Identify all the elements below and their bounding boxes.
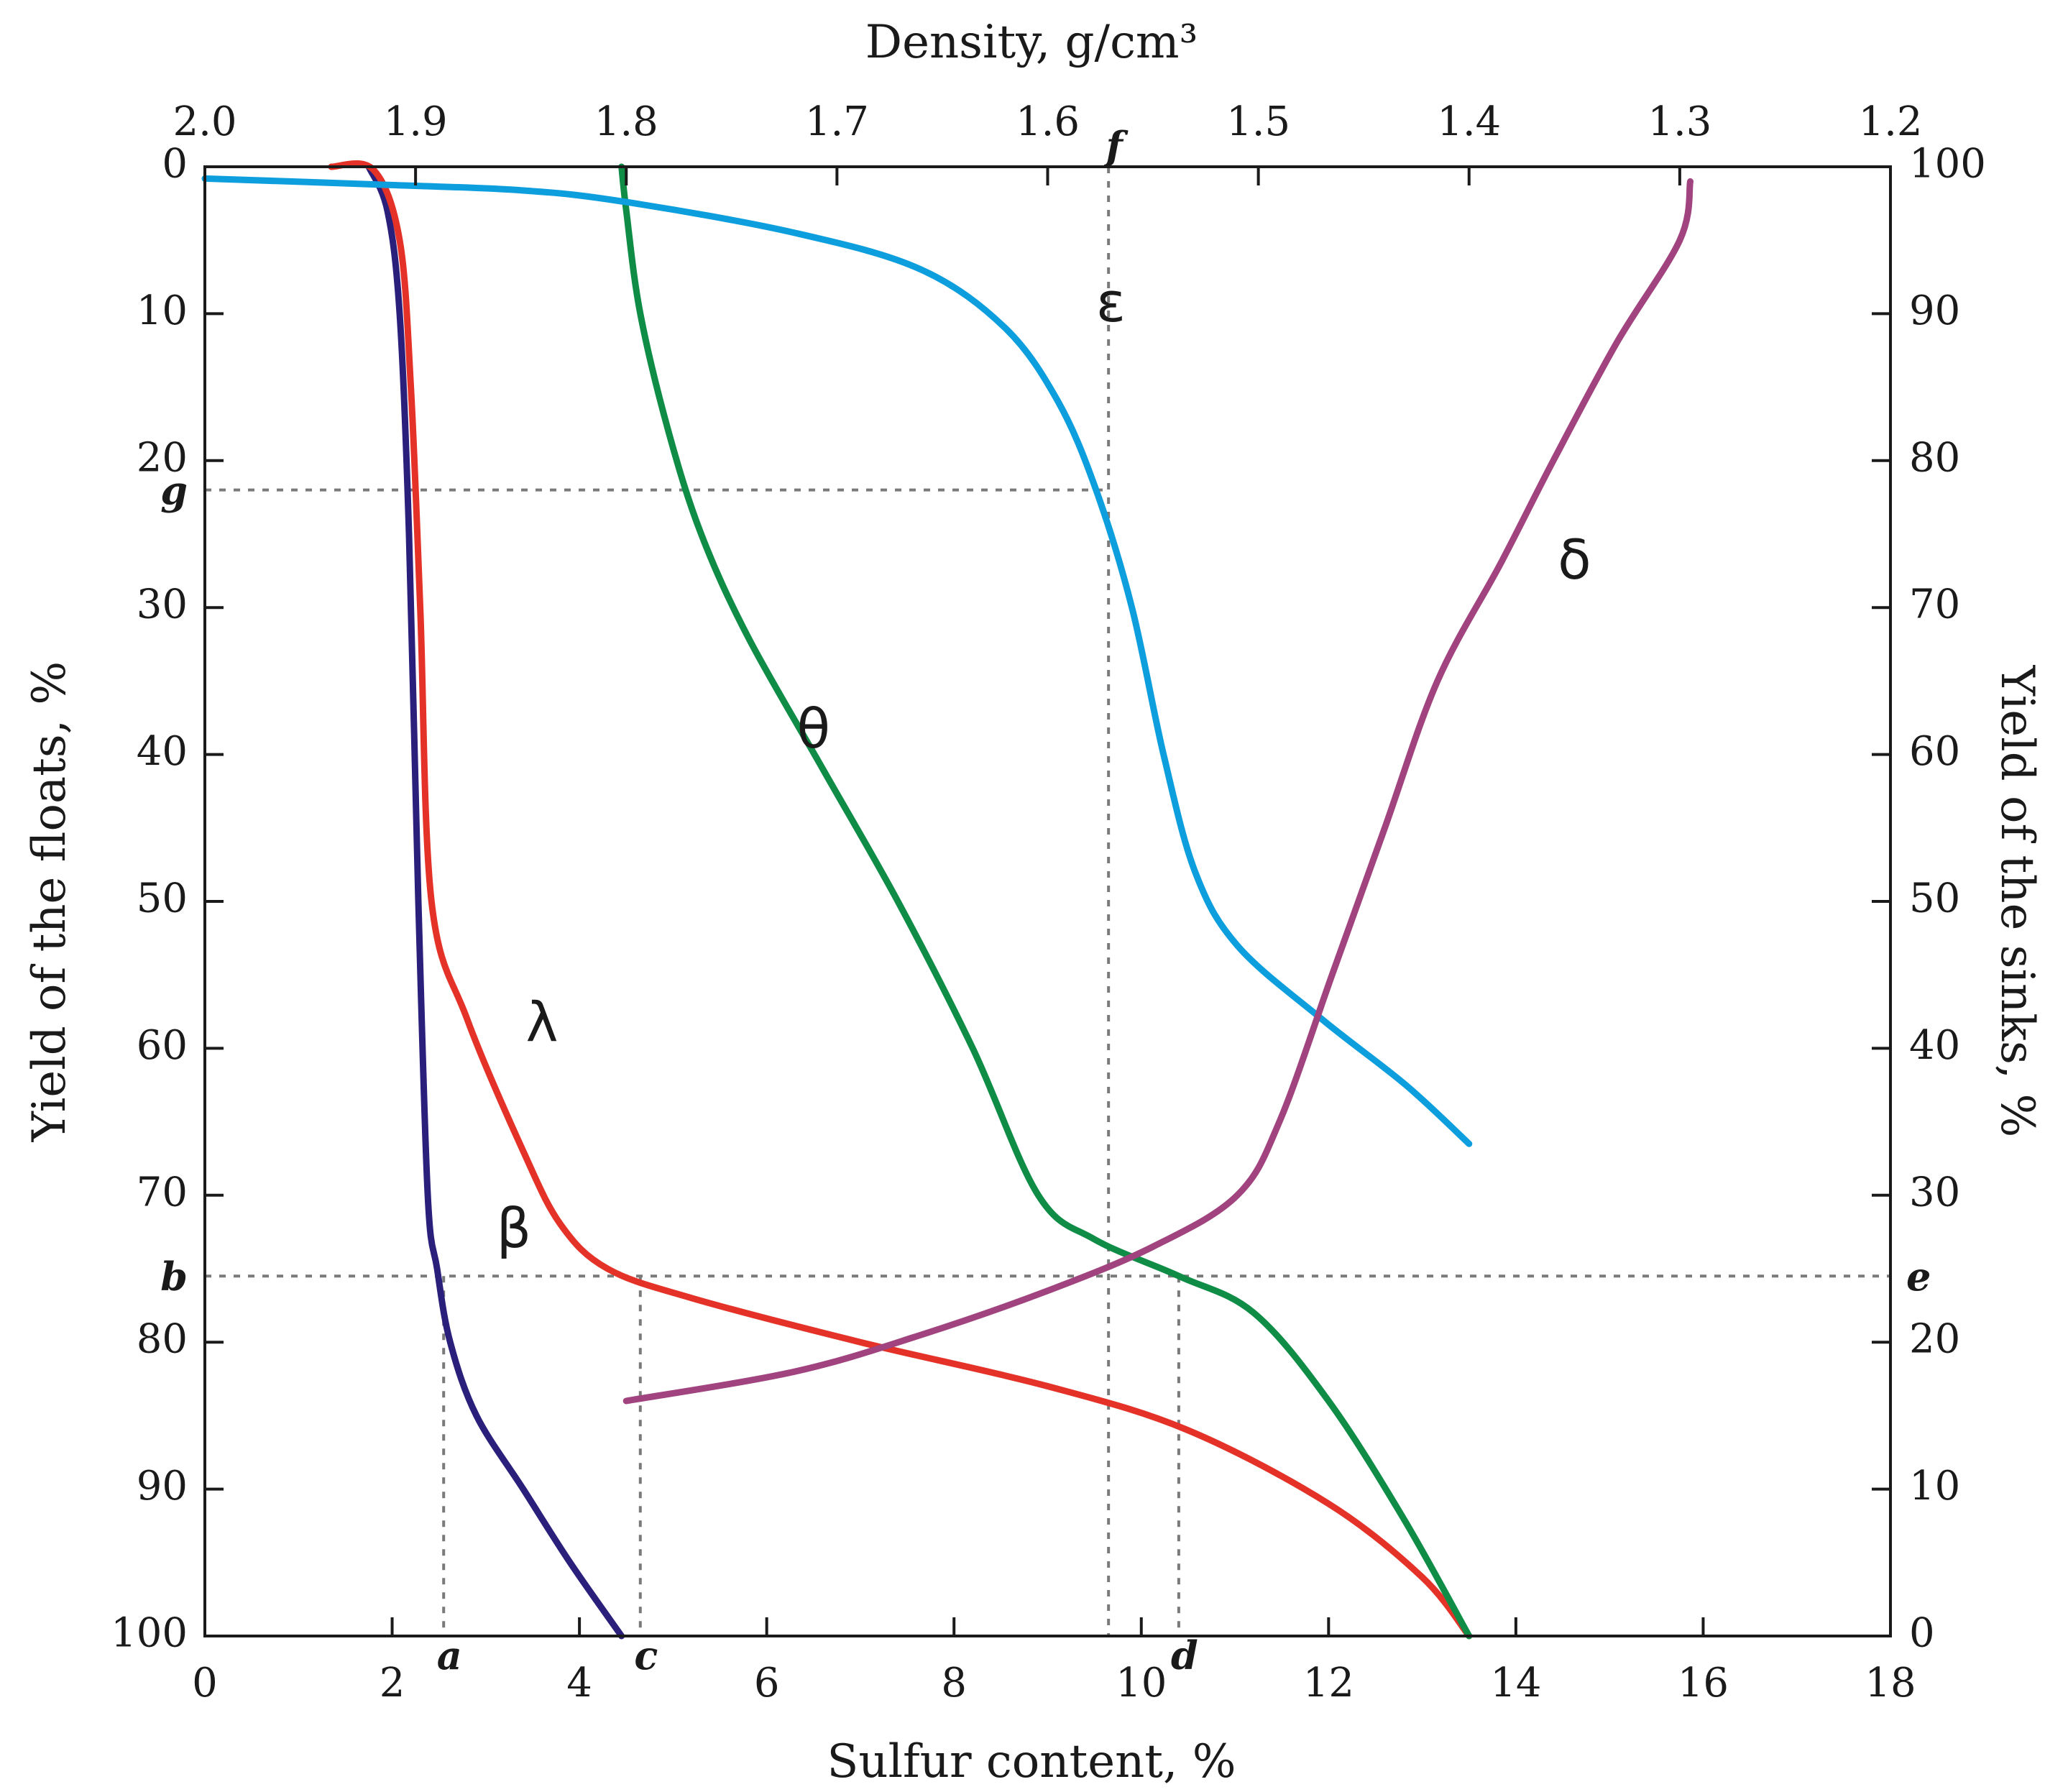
y-right-tick-label: 50 — [1909, 876, 1960, 922]
x-bottom-tick-label: 16 — [1678, 1660, 1729, 1706]
series-line-2 — [328, 160, 1473, 1640]
x-top-tick-label: 1.4 — [1437, 98, 1501, 145]
y-right-axis-title: Yield of the sinks, % — [1990, 665, 2044, 1138]
curve-label-1: β — [497, 1196, 532, 1260]
y-right-tick-label: 70 — [1909, 582, 1960, 628]
y-right-tick-label: 30 — [1909, 1169, 1960, 1216]
axis-tick-labels: 0 2 4 6 8 10 12 14 16 18 2.0 1.9 1.8 1.7 1.6 1.5 1.4 1.3 1… — [111, 98, 1986, 1706]
x-top-tick-label: 1.8 — [594, 98, 658, 145]
y-right-tick-label: 10 — [1909, 1463, 1960, 1510]
curve-labels: β λ θ ε δ — [497, 270, 1591, 1260]
y-left-tick-label: 50 — [137, 876, 188, 922]
point-label-a: a — [437, 1632, 462, 1678]
series-line-5 — [622, 178, 1694, 1405]
series-line-4 — [201, 175, 1473, 1147]
x-top-tick-label: 1.5 — [1226, 98, 1290, 145]
point-label-b: b — [160, 1254, 188, 1300]
series-line-1 — [365, 163, 625, 1640]
y-right-tick-label: 100 — [1909, 141, 1986, 188]
point-labels: a c d f g b e — [160, 123, 1931, 1678]
x-bottom-tick-label: 10 — [1116, 1660, 1167, 1706]
x-bottom-tick-label: 18 — [1865, 1660, 1916, 1706]
point-label-e: e — [1906, 1254, 1931, 1300]
y-left-tick-label: 90 — [137, 1463, 188, 1510]
y-right-tick-label: 40 — [1909, 1022, 1960, 1069]
y-right-tick-label: 0 — [1909, 1610, 1935, 1657]
x-top-tick-label: 1.7 — [805, 98, 869, 145]
y-left-tick-label: 40 — [137, 728, 188, 775]
y-left-tick-label: 10 — [137, 288, 188, 334]
x-bottom-tick-label: 2 — [380, 1660, 405, 1706]
y-right-tick-label: 80 — [1909, 434, 1960, 481]
x-bottom-axis-title: Sulfur content, % — [827, 1735, 1236, 1788]
y-left-tick-label: 70 — [137, 1169, 188, 1216]
y-left-tick-label: 100 — [111, 1610, 188, 1657]
x-bottom-tick-label: 12 — [1303, 1660, 1354, 1706]
y-left-tick-label: 30 — [137, 582, 188, 628]
x-bottom-tick-label: 4 — [566, 1660, 592, 1706]
x-top-axis-title: Density, g/cm³ — [865, 16, 1198, 69]
point-label-g: g — [160, 468, 188, 514]
x-top-tick-label: 1.9 — [384, 98, 448, 145]
curve-label-2: λ — [526, 991, 559, 1054]
y-right-tick-label: 60 — [1909, 728, 1960, 775]
y-left-tick-label: 0 — [162, 141, 188, 188]
point-label-c: c — [634, 1632, 658, 1678]
x-top-tick-label: 1.6 — [1016, 98, 1080, 145]
y-left-tick-label: 80 — [137, 1316, 188, 1363]
x-top-tick-label: 2.0 — [173, 98, 236, 145]
x-bottom-tick-label: 8 — [941, 1660, 967, 1706]
y-right-tick-label: 20 — [1909, 1316, 1960, 1363]
curve-label-5: δ — [1558, 528, 1591, 592]
x-top-tick-label: 1.3 — [1647, 98, 1711, 145]
x-top-tick-label: 1.2 — [1858, 98, 1922, 145]
data-series — [201, 160, 1694, 1640]
curve-label-4: ε — [1096, 270, 1126, 334]
x-bottom-tick-label: 6 — [754, 1660, 780, 1706]
y-left-axis-title: Yield of the floats, % — [23, 661, 76, 1142]
x-bottom-tick-label: 0 — [192, 1660, 218, 1706]
y-left-tick-label: 60 — [137, 1022, 188, 1069]
y-right-tick-label: 90 — [1909, 288, 1960, 334]
axis-ticks — [203, 165, 1892, 1637]
x-bottom-tick-label: 14 — [1490, 1660, 1541, 1706]
series-line-3 — [618, 163, 1473, 1640]
y-left-tick-label: 20 — [137, 434, 188, 481]
curve-label-3: θ — [797, 697, 831, 761]
guide-lines — [205, 167, 1890, 1636]
point-label-d: d — [1171, 1632, 1198, 1678]
point-label-f: f — [1103, 123, 1129, 169]
